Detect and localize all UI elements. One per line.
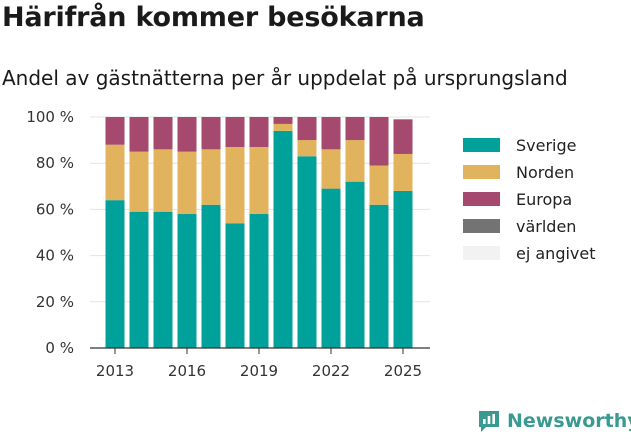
bar-segment (249, 147, 269, 215)
legend-label: Sverige (516, 136, 577, 155)
bar-segment (273, 130, 293, 348)
chart-subtitle: Andel av gästnätterna per år uppdelat på… (2, 66, 568, 90)
legend-label: Norden (516, 163, 574, 182)
bar-segment (105, 117, 125, 145)
bar-segment (297, 117, 317, 141)
chart-title: Härifrån kommer besökarna (2, 2, 425, 33)
bar-segment (225, 223, 245, 348)
y-tick-label: 60 % (36, 200, 74, 218)
bar-segment (153, 149, 173, 212)
legend-swatch (463, 192, 500, 206)
newsworthy-icon (479, 411, 499, 432)
bar-segment (105, 144, 125, 201)
legend-swatch (463, 138, 500, 152)
bar-segment (273, 123, 293, 131)
y-tick-label: 20 % (36, 293, 74, 311)
bar-segment (201, 149, 221, 205)
bar-segment (345, 140, 365, 182)
bar-segment (321, 149, 341, 189)
y-tick-label: 40 % (36, 247, 74, 265)
y-tick-label: 80 % (36, 154, 74, 172)
x-tick-label: 2019 (240, 362, 278, 380)
bar-segment (321, 117, 341, 150)
bar-segment (129, 211, 149, 348)
bar-segment (177, 151, 197, 215)
bar-segment (249, 214, 269, 348)
legend-label: ej angivet (516, 244, 596, 263)
bar-segment (153, 117, 173, 150)
brand-name: Newsworthy (507, 410, 631, 432)
x-tick-label: 2013 (96, 362, 134, 380)
bar-segment (201, 117, 221, 150)
bar-segment (153, 211, 173, 348)
brand-logo: Newsworthy (476, 408, 631, 434)
bar-segment (369, 117, 389, 166)
legend-swatch (463, 165, 500, 179)
bar-segment (393, 190, 413, 348)
bar-segment (297, 156, 317, 348)
bar-segment (321, 188, 341, 348)
x-tick-label: 2022 (312, 362, 350, 380)
bar-segment (369, 204, 389, 348)
bar-segment (393, 153, 413, 191)
y-tick-label: 100 % (26, 108, 74, 126)
bar-segment (273, 117, 293, 124)
bar-segment (177, 117, 197, 152)
bar-segment (249, 117, 269, 148)
bar-segment (345, 117, 365, 141)
bar-segment (129, 117, 149, 152)
bar-segment (393, 119, 413, 154)
bar-segment (225, 117, 245, 148)
legend-swatch (463, 246, 500, 260)
bar-segment (177, 214, 197, 348)
bar-segment (297, 140, 317, 157)
bar-segment (105, 200, 125, 348)
y-tick-label: 0 % (45, 339, 74, 357)
bar-segment (345, 181, 365, 348)
x-tick-label: 2016 (168, 362, 206, 380)
bar-segment (369, 165, 389, 205)
legend-label: Europa (516, 190, 572, 209)
x-tick-label: 2025 (384, 362, 422, 380)
bar-segment (225, 147, 245, 224)
legend-swatch (463, 219, 500, 233)
bar-segment (129, 151, 149, 212)
bar-segment (201, 204, 221, 348)
legend-label: världen (516, 217, 576, 236)
